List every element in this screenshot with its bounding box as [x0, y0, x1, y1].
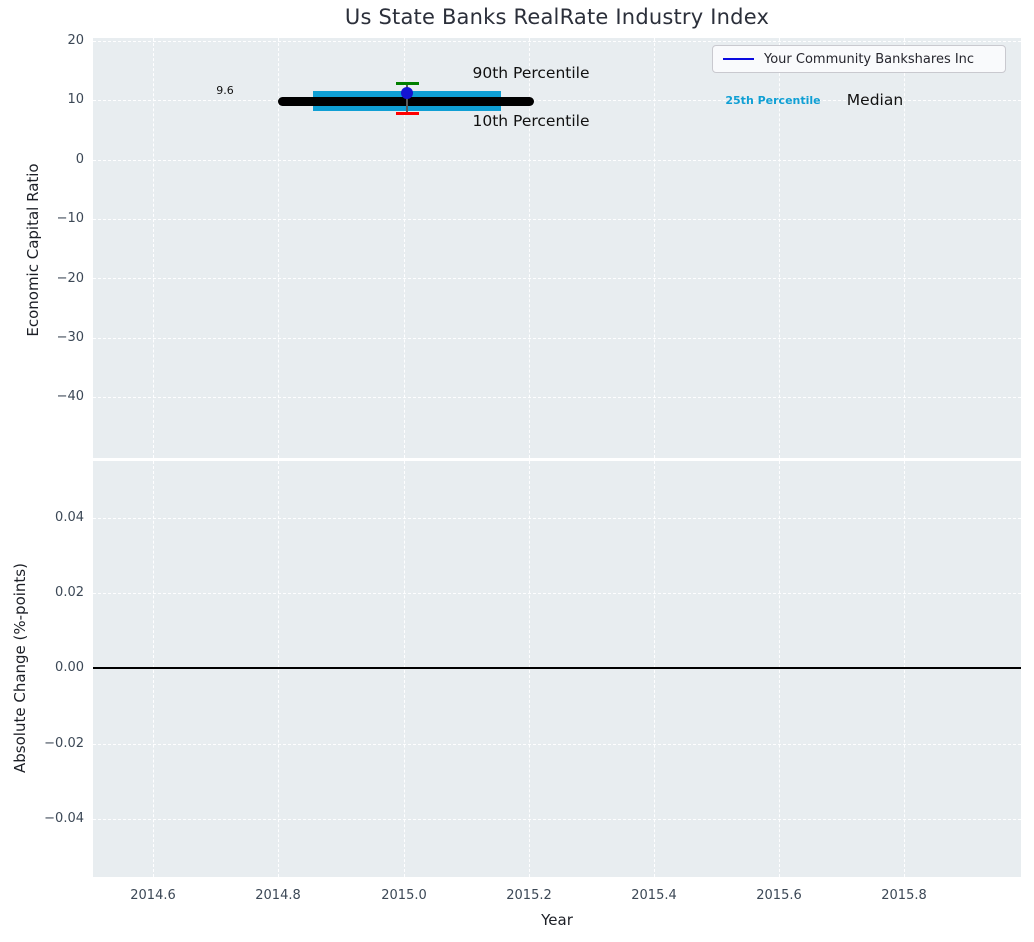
median-value-annotation: 9.6 — [216, 84, 234, 97]
y-tick-label: 10 — [67, 92, 84, 107]
legend-label: Your Community Bankshares Inc — [764, 51, 975, 67]
gridline-vertical — [654, 38, 655, 458]
gridline-vertical — [654, 461, 655, 877]
y-tick-label: −20 — [56, 271, 84, 286]
x-tick-label: 2015.8 — [881, 888, 927, 903]
legend-box: Your Community Bankshares Inc — [712, 45, 1006, 73]
percentile-90-cap — [396, 82, 419, 85]
percentile-10-annotation: 10th Percentile — [472, 112, 590, 130]
y-tick-label: −30 — [56, 330, 84, 345]
x-axis-label: Year — [541, 911, 573, 929]
gridline-vertical — [904, 461, 905, 877]
gridline-horizontal — [93, 819, 1021, 820]
percentile-90-annotation: 90th Percentile — [472, 64, 590, 82]
gridline-vertical — [529, 38, 530, 458]
gridline-vertical — [904, 38, 905, 458]
y-tick-label: −0.04 — [44, 811, 84, 826]
chart-title: Us State Banks RealRate Industry Index — [344, 5, 770, 29]
y-tick-label: 20 — [67, 33, 84, 48]
gridline-horizontal — [93, 593, 1021, 594]
zero-reference-line — [93, 667, 1021, 669]
gridline-horizontal — [93, 744, 1021, 745]
gridline-horizontal — [93, 160, 1021, 161]
gridline-vertical — [278, 38, 279, 458]
gridline-vertical — [153, 38, 154, 458]
y-tick-label: 0.00 — [55, 660, 84, 675]
y-tick-label: 0.02 — [55, 585, 84, 600]
top-y-axis-label: Economic Capital Ratio — [24, 163, 42, 337]
gridline-horizontal — [93, 41, 1021, 42]
x-tick-label: 2015.2 — [506, 888, 552, 903]
gridline-horizontal — [93, 100, 1021, 101]
gridline-horizontal — [93, 338, 1021, 339]
gridline-horizontal — [93, 518, 1021, 519]
gridline-vertical — [779, 461, 780, 877]
x-tick-label: 2015.4 — [631, 888, 677, 903]
gridline-horizontal — [93, 219, 1021, 220]
gridline-horizontal — [93, 278, 1021, 279]
y-tick-label: −10 — [56, 211, 84, 226]
percentile-10-cap — [396, 112, 419, 115]
y-tick-label: −0.02 — [44, 736, 84, 751]
y-tick-label: 0 — [75, 152, 84, 167]
percentile-25-annotation: 25th Percentile — [725, 94, 821, 107]
gridline-vertical — [404, 461, 405, 877]
bottom-plot-area — [93, 461, 1021, 877]
x-tick-label: 2015.6 — [756, 888, 802, 903]
top-plot-area: 9.6 90th Percentile 10th Percentile 25th… — [93, 38, 1021, 458]
gridline-vertical — [404, 38, 405, 458]
legend-line-swatch-icon — [723, 57, 754, 61]
company-data-point — [401, 87, 413, 99]
gridline-vertical — [779, 38, 780, 458]
gridline-vertical — [529, 461, 530, 877]
x-tick-label: 2014.6 — [130, 888, 176, 903]
y-tick-label: −40 — [56, 389, 84, 404]
x-tick-label: 2014.8 — [255, 888, 301, 903]
y-tick-label: 0.04 — [55, 510, 84, 525]
gridline-vertical — [153, 461, 154, 877]
median-annotation: Median — [846, 91, 904, 109]
x-tick-label: 2015.0 — [381, 888, 427, 903]
gridline-horizontal — [93, 397, 1021, 398]
gridline-vertical — [278, 461, 279, 877]
